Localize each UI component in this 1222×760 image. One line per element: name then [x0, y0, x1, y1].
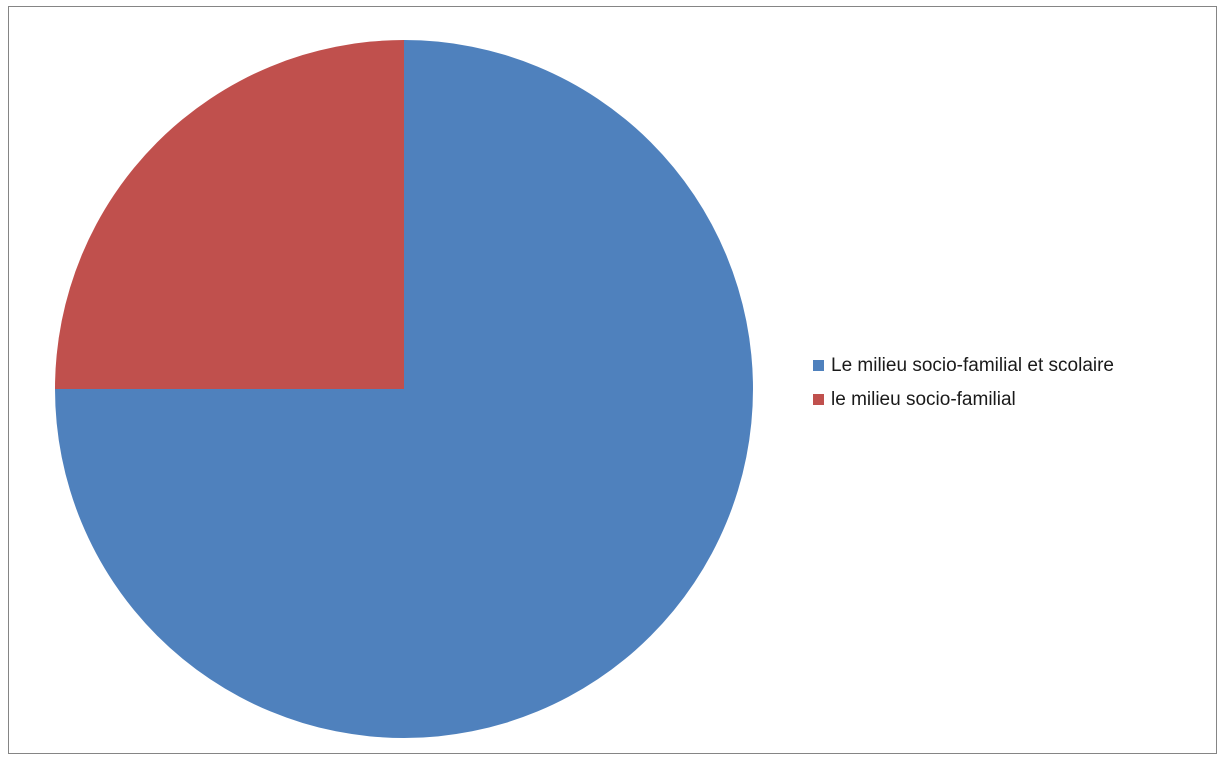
- legend-label: Le milieu socio-familial et scolaire: [831, 354, 1114, 376]
- legend: Le milieu socio-familial et scolaire le …: [813, 355, 1114, 423]
- chart-area: Le milieu socio-familial et scolaire le …: [8, 6, 1217, 754]
- pie-slice: [55, 40, 404, 389]
- legend-label: le milieu socio-familial: [831, 388, 1016, 410]
- legend-swatch: [813, 360, 824, 371]
- legend-swatch: [813, 394, 824, 405]
- legend-item: le milieu socio-familial: [813, 389, 1114, 410]
- pie-chart: [55, 40, 753, 738]
- legend-item: Le milieu socio-familial et scolaire: [813, 355, 1114, 376]
